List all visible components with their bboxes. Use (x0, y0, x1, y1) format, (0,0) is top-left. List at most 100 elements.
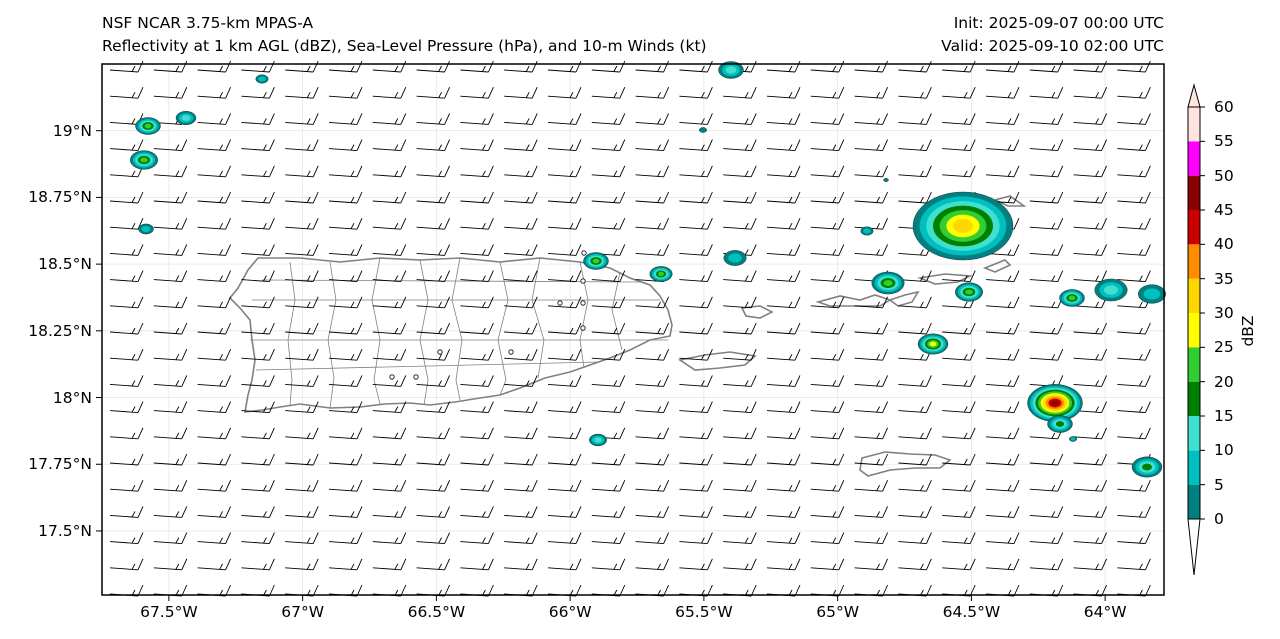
wind-barb (547, 60, 582, 73)
wind-barb-staff (372, 218, 407, 230)
colorbar-tick-label: 30 (1214, 304, 1234, 322)
wind-barb-staff (241, 401, 275, 414)
wind-barb (416, 270, 451, 283)
wind-barb (109, 532, 144, 545)
wind-barb (109, 401, 144, 414)
wind-barb-staff (547, 453, 582, 466)
wind-barb (723, 453, 757, 466)
wind-barb (197, 191, 232, 204)
wind-barb-staff (547, 165, 582, 178)
wind-barb-staff (460, 375, 494, 387)
colorbar-tick-label: 50 (1214, 166, 1234, 185)
wind-barb (197, 401, 232, 414)
wind-barb (285, 296, 319, 309)
wind-barb-staff (460, 322, 494, 335)
wind-barb (635, 244, 670, 256)
wind-barb (241, 244, 275, 256)
wind-barb-staff (460, 296, 494, 309)
wind-barb (723, 296, 757, 309)
wind-barb (898, 113, 932, 125)
wind-barb (985, 427, 1020, 440)
echo-contour (144, 123, 152, 129)
colorbar-segment (1188, 141, 1200, 176)
wind-barb-staff (723, 218, 757, 230)
echo-contour (1051, 400, 1059, 406)
wind-barb-staff (723, 375, 757, 387)
wind-barb (810, 139, 845, 152)
wind-barb (854, 480, 889, 492)
wind-barb-staff (985, 139, 1020, 152)
wind-barb-staff (547, 401, 582, 414)
wind-barb (591, 401, 626, 414)
wind-barb (854, 296, 889, 309)
wind-barb-staff (197, 165, 232, 178)
virgin-gorda (982, 259, 1012, 273)
wind-barb-staff (635, 558, 670, 571)
wind-barb (285, 453, 319, 466)
wind-barb-staff (942, 322, 976, 335)
wind-barb-staff (153, 480, 188, 492)
wind-barb-staff (328, 427, 363, 440)
wind-barb-staff (328, 139, 363, 152)
wind-barb (285, 349, 319, 361)
wind-barb (591, 113, 626, 125)
wind-barb (372, 165, 407, 178)
wind-barb (328, 296, 363, 309)
wind-barb-staff (109, 532, 144, 545)
wind-barb-staff (766, 191, 801, 204)
wind-barb-staff (372, 270, 407, 283)
wind-barb (1029, 244, 1064, 256)
wind-barb-staff (591, 296, 626, 309)
wind-barb-staff (372, 480, 407, 492)
colorbar-segment (1188, 175, 1200, 210)
wind-barb-staff (547, 506, 582, 518)
wind-barb-staff (766, 296, 801, 309)
wind-barb (591, 532, 626, 545)
wind-barb-staff (241, 453, 275, 466)
wind-barb-staff (723, 139, 757, 152)
wind-barb (942, 453, 976, 466)
wind-barb (109, 453, 144, 466)
wind-barb-staff (679, 87, 713, 99)
wind-barb (679, 322, 713, 335)
wind-barb (591, 60, 626, 73)
wind-barb (635, 375, 670, 387)
wind-barb-staff (1073, 218, 1108, 230)
wind-barb (679, 218, 713, 230)
wind-barb-staff (153, 375, 188, 387)
wind-barb (679, 427, 713, 440)
echo-cell (955, 282, 983, 302)
puerto-rico-municipalities (250, 257, 668, 409)
wind-barb-staff (1117, 558, 1151, 571)
wind-barb (766, 558, 801, 571)
wind-barb (1029, 270, 1064, 283)
wind-barb-staff (460, 139, 494, 152)
wind-barb-staff (372, 296, 407, 309)
echo-contour (141, 225, 151, 233)
wind-barb (635, 191, 670, 204)
echo-contour (1142, 463, 1152, 471)
wind-barb (109, 480, 144, 492)
wind-barb (723, 113, 757, 125)
wind-barb-staff (679, 113, 713, 125)
wind-barb-staff (591, 87, 626, 99)
wind-barb (197, 427, 232, 440)
wind-barb-staff (591, 322, 626, 335)
wind-barb-staff (416, 322, 451, 335)
wind-barb-staff (372, 349, 407, 361)
wind-barb-staff (898, 558, 932, 571)
wind-barb-staff (985, 532, 1020, 545)
wind-barb-staff (416, 60, 451, 73)
wind-barb (328, 270, 363, 283)
wind-barb (241, 165, 275, 178)
wind-barb (241, 113, 275, 125)
wind-barb (328, 453, 363, 466)
station-marker (580, 278, 586, 284)
wind-barb (1073, 165, 1108, 178)
wind-barb-staff (985, 113, 1020, 125)
wind-barb (591, 322, 626, 335)
wind-barb (547, 349, 582, 361)
wind-barb-staff (942, 60, 976, 73)
wind-barb-staff (723, 322, 757, 335)
wind-barb-staff (766, 218, 801, 230)
